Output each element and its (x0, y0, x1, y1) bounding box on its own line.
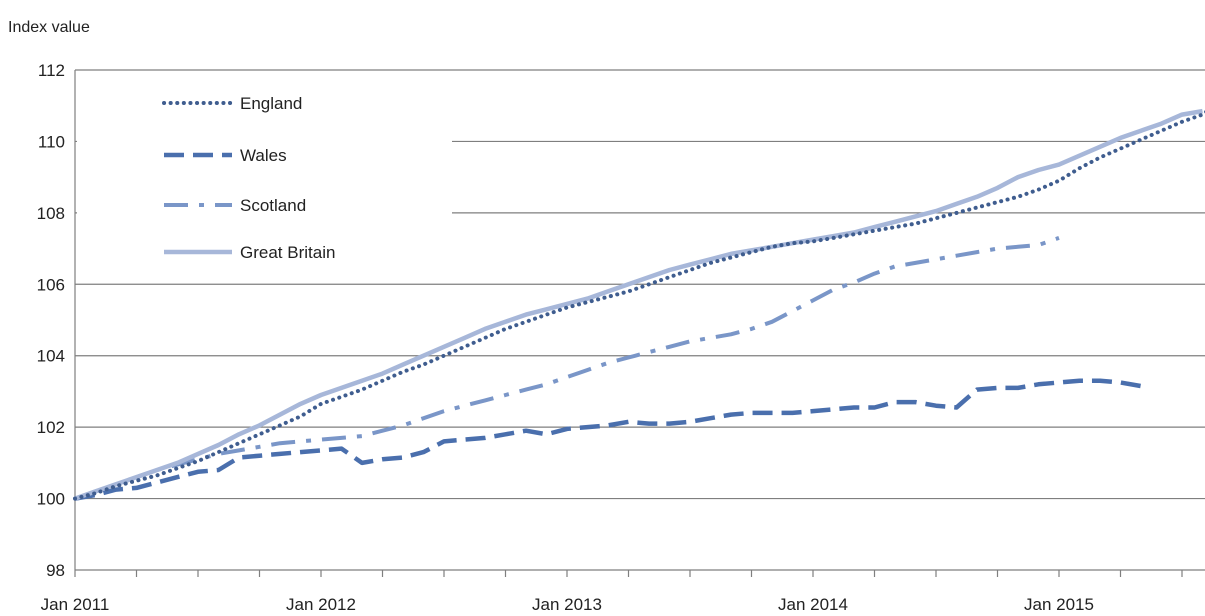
series-line-wales (74, 378, 1142, 501)
legend-label-scotland: Scotland (240, 196, 306, 215)
x-tick-label: Jan 2011 (41, 595, 110, 614)
series-line-great-britain (74, 108, 1203, 501)
y-tick-label: 98 (46, 561, 65, 580)
y-tick-label: 100 (37, 490, 65, 509)
x-tick-label: Jan 2015 (1024, 595, 1094, 614)
legend-label-great-britain: Great Britain (240, 243, 335, 262)
series-lines (73, 108, 1205, 501)
legend-label-england: England (240, 94, 302, 113)
legend: England Wales Scotland Great Britain (77, 82, 452, 278)
x-tick-label: Jan 2012 (286, 595, 356, 614)
legend-label-wales: Wales (240, 146, 287, 165)
legend-background (77, 82, 452, 278)
y-tick-label: 108 (37, 204, 65, 223)
x-tick-label: Jan 2014 (778, 595, 848, 614)
axes: 98 100 102 104 106 108 110 112 Jan 2011 Jan 2012 J… (37, 61, 1205, 614)
series-line-england (73, 110, 1205, 501)
y-tick-label: 104 (37, 347, 65, 366)
series-line-scotland (74, 236, 1060, 501)
y-axis-title: Index value (8, 19, 90, 36)
y-tick-label: 112 (38, 61, 65, 80)
x-tick-label: Jan 2013 (532, 595, 602, 614)
y-tick-label: 102 (37, 418, 65, 437)
y-tick-label: 106 (37, 275, 65, 294)
y-tick-label: 110 (38, 132, 65, 151)
